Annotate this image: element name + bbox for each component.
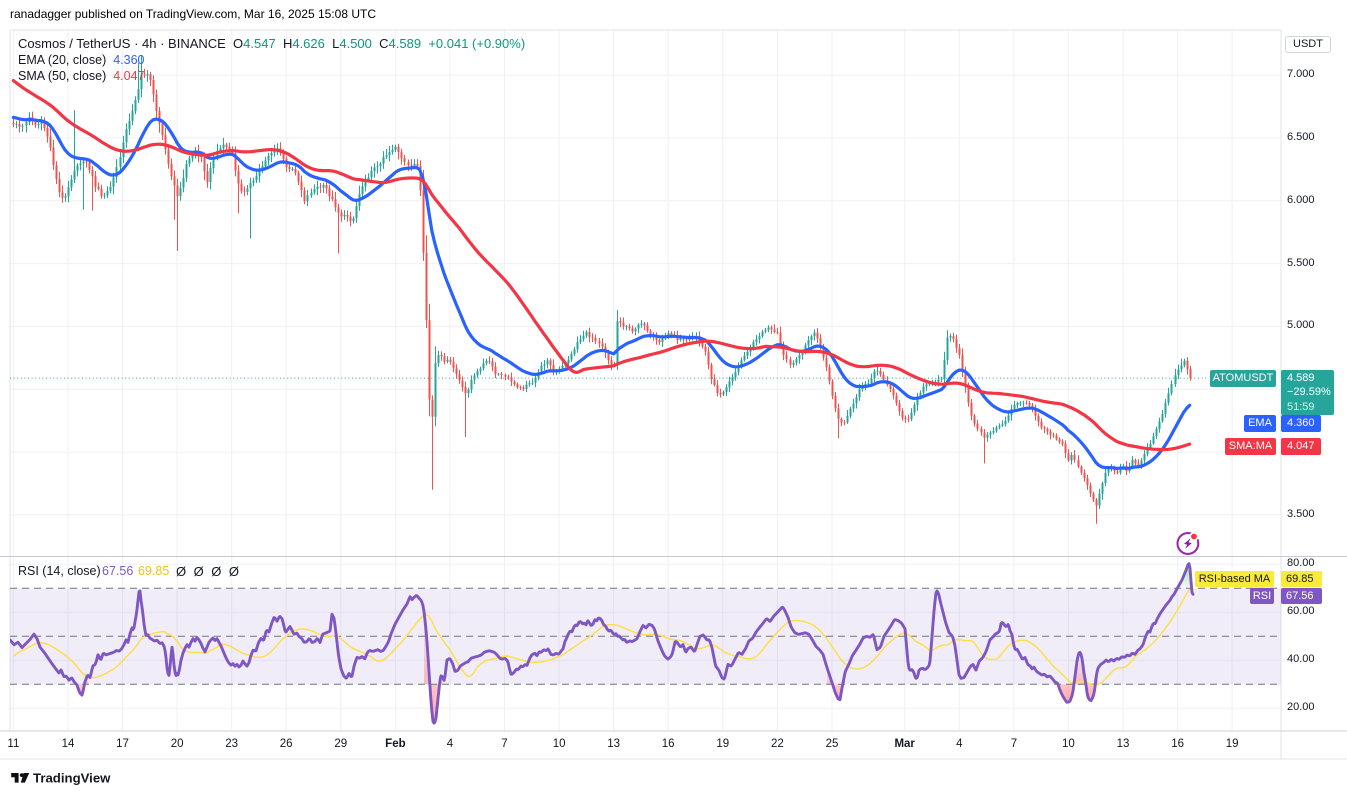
svg-text:TradingView: TradingView — [33, 771, 111, 786]
